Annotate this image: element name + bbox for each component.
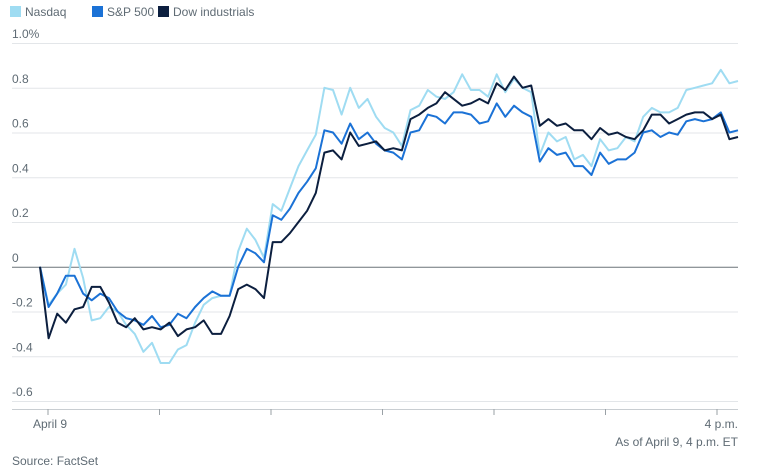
legend-label: Dow industrials [173,5,254,19]
y-tick-label: 1.0% [12,27,40,41]
y-tick-label: 0.4 [12,161,29,175]
legend-label: S&P 500 [107,5,154,19]
y-tick-label: -0.2 [12,296,33,310]
x-tick-label-start: April 9 [33,417,67,431]
series-group [39,68,739,364]
legend-label: Nasdaq [25,5,66,19]
grid: -0.6 -0.4 -0.2 0 0.2 0.4 0.6 0.8 1.0% [12,27,738,402]
y-tick-label: 0.8 [12,72,29,86]
source-note: Source: FactSet [12,454,99,468]
legend: Nasdaq S&P 500 Dow industrials [10,5,254,19]
legend-swatch [92,6,103,17]
y-tick-label: 0 [12,251,19,265]
y-tick-label: 0.2 [12,206,29,220]
legend-swatch [10,6,21,17]
x-axis [12,409,738,415]
y-tick-label: -0.4 [12,340,33,354]
legend-swatch [158,6,169,17]
timestamp-note: As of April 9, 4 p.m. ET [615,435,738,449]
series-line-dow-industrials [39,75,739,340]
x-tick-label-end: 4 p.m. [705,417,738,431]
series-line-nasdaq [39,68,739,364]
series-line-s-p-500 [39,102,739,329]
y-tick-label: -0.6 [12,385,33,399]
y-tick-label: 0.6 [12,117,29,131]
